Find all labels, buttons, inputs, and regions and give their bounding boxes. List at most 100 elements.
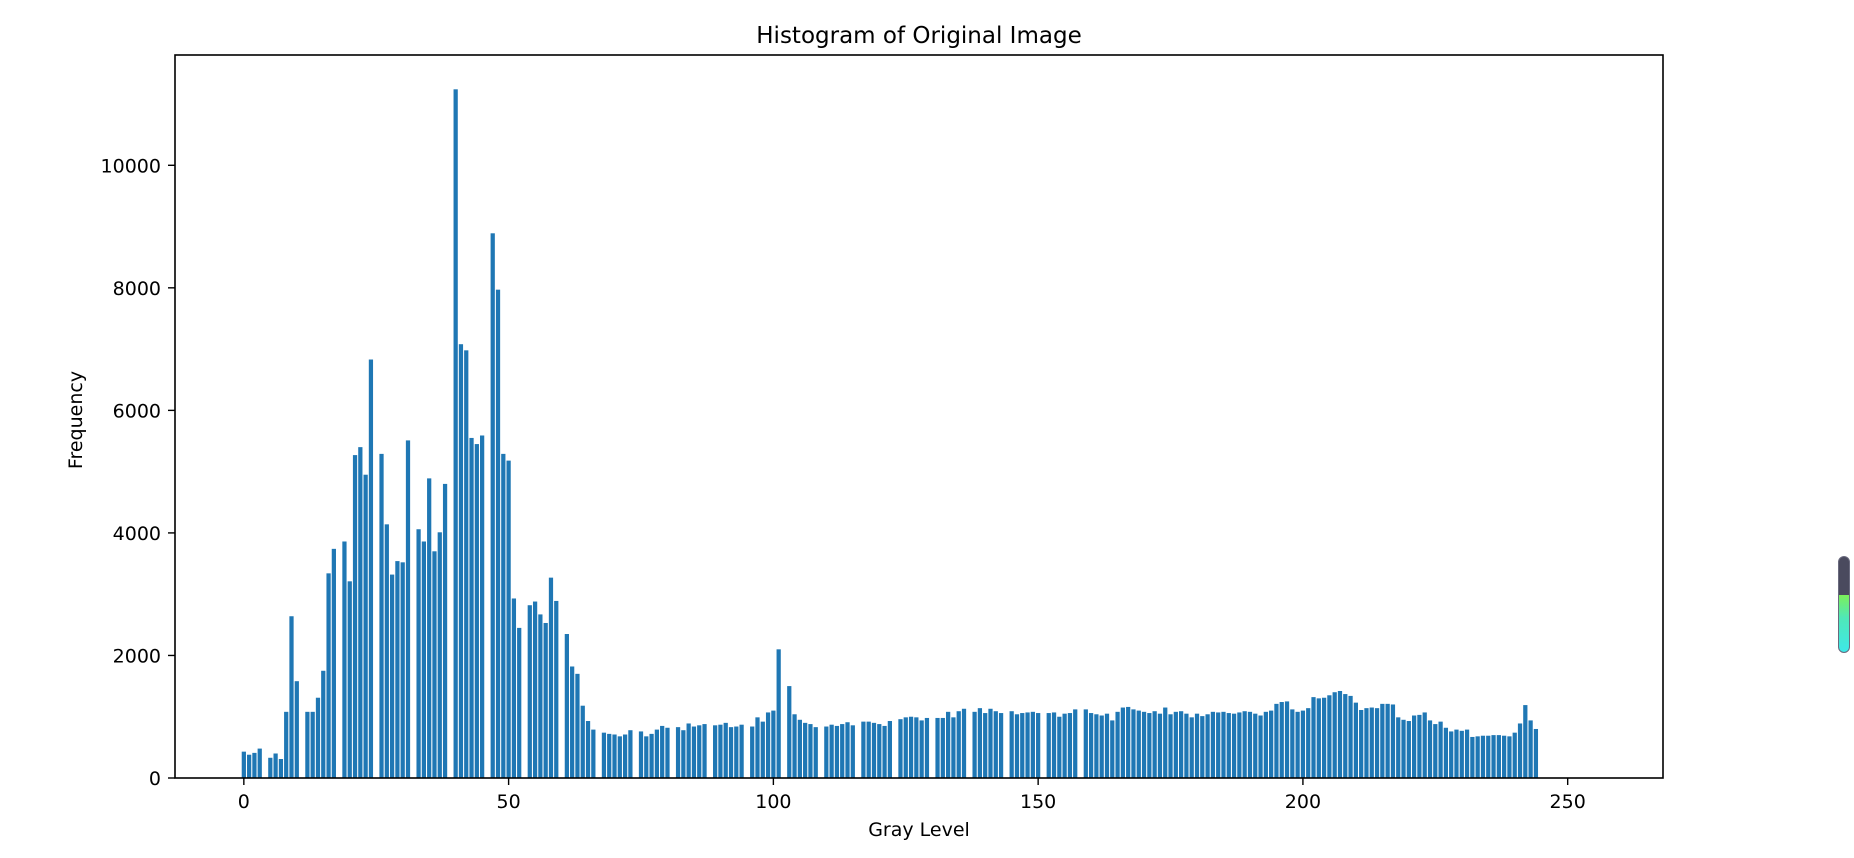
bar-gray-30 [400, 562, 405, 778]
bar-gray-165 [1115, 711, 1120, 778]
bar-gray-218 [1396, 717, 1401, 778]
bar-gray-78 [654, 729, 659, 778]
bar-gray-71 [617, 736, 622, 778]
bar-gray-236 [1491, 735, 1496, 778]
bar-gray-64 [580, 705, 585, 778]
bar-gray-0 [241, 751, 246, 778]
y-tick-label: 2000 [113, 645, 161, 667]
bar-gray-98 [760, 721, 765, 778]
bar-gray-221 [1412, 715, 1417, 778]
bar-gray-87 [702, 724, 707, 778]
bar-gray-121 [882, 725, 887, 778]
bar-gray-1 [247, 754, 252, 778]
side-slider-handle[interactable] [1838, 556, 1850, 653]
bar-gray-29 [395, 561, 400, 778]
bar-gray-150 [1036, 713, 1041, 778]
bar-gray-52 [517, 627, 522, 778]
bar-gray-186 [1226, 713, 1231, 778]
bar-gray-139 [977, 708, 983, 778]
bar-gray-208 [1343, 694, 1348, 778]
y-tick-label: 8000 [113, 278, 161, 300]
bar-gray-175 [1168, 714, 1173, 778]
bar-gray-76 [644, 736, 649, 778]
bar-gray-103 [787, 686, 792, 778]
bar-gray-134 [951, 717, 956, 778]
bar-gray-207 [1337, 690, 1343, 778]
bar-gray-129 [924, 717, 930, 778]
bar-gray-147 [1020, 713, 1025, 778]
bar-gray-196 [1279, 702, 1284, 778]
bar-gray-210 [1353, 702, 1358, 778]
bar-gray-171 [1147, 713, 1152, 778]
bar-gray-213 [1369, 707, 1374, 778]
bar-gray-86 [697, 725, 702, 778]
bar-gray-140 [983, 713, 988, 778]
bar-gray-77 [649, 733, 654, 778]
bar-gray-119 [871, 722, 877, 778]
bar-gray-79 [660, 725, 665, 778]
bar-gray-49 [501, 453, 506, 778]
bar-gray-22 [358, 447, 363, 778]
bar-gray-40 [453, 89, 458, 778]
bar-gray-205 [1327, 695, 1332, 778]
bar-gray-118 [866, 721, 871, 778]
bar-gray-107 [808, 724, 813, 778]
bar-gray-177 [1179, 711, 1184, 778]
bar-gray-242 [1523, 705, 1528, 778]
bar-gray-59 [554, 600, 559, 778]
bar-gray-153 [1051, 712, 1057, 778]
bar-gray-203 [1316, 698, 1321, 778]
bar-gray-183 [1210, 711, 1216, 778]
bar-gray-146 [1014, 714, 1020, 778]
bar-gray-70 [612, 734, 617, 778]
bar-gray-185 [1221, 711, 1226, 778]
bar-gray-122 [887, 721, 892, 778]
bar-gray-19 [342, 541, 347, 778]
bar-gray-73 [628, 730, 633, 778]
x-tick-label: 200 [1285, 791, 1321, 813]
bar-gray-85 [691, 726, 697, 778]
bar-gray-114 [845, 722, 850, 778]
bar-gray-24 [368, 359, 374, 778]
bar-gray-159 [1083, 709, 1088, 778]
bar-gray-56 [538, 614, 543, 778]
bar-gray-191 [1253, 713, 1258, 778]
bar-gray-164 [1110, 720, 1115, 778]
bar-gray-215 [1380, 703, 1385, 778]
bar-gray-57 [543, 622, 548, 778]
bar-gray-135 [956, 711, 961, 778]
bar-gray-5 [268, 757, 273, 778]
bar-gray-234 [1480, 735, 1486, 778]
bar-gray-174 [1163, 707, 1168, 778]
bar-gray-163 [1104, 713, 1110, 778]
bar-gray-220 [1406, 721, 1411, 778]
bar-gray-110 [824, 726, 829, 778]
bar-gray-101 [776, 649, 781, 778]
bar-gray-209 [1348, 695, 1353, 778]
bar-gray-12 [305, 711, 310, 778]
bar-gray-182 [1205, 714, 1210, 778]
bar-gray-142 [993, 711, 998, 778]
bar-gray-189 [1242, 711, 1247, 778]
y-axis-ticks: 0 2000 4000 6000 8000 10000 [101, 155, 175, 790]
y-axis-label: Frequency [65, 371, 87, 469]
bar-gray-176 [1173, 711, 1178, 778]
bar-gray-113 [840, 724, 845, 778]
bar-gray-55 [532, 601, 538, 778]
bar-gray-136 [961, 708, 967, 778]
bar-gray-100 [771, 710, 776, 778]
bar-gray-154 [1057, 716, 1062, 778]
bar-gray-27 [384, 524, 389, 778]
bar-gray-9 [289, 616, 294, 778]
bar-gray-227 [1443, 727, 1449, 778]
bar-gray-178 [1184, 713, 1189, 778]
bar-gray-126 [908, 716, 914, 778]
bar-gray-112 [834, 725, 840, 778]
bar-gray-94 [739, 724, 744, 778]
bar-gray-173 [1157, 713, 1163, 778]
bar-gray-82 [675, 727, 681, 778]
bar-gray-44 [474, 444, 479, 778]
bar-gray-138 [972, 711, 977, 778]
bar-gray-80 [665, 727, 670, 778]
